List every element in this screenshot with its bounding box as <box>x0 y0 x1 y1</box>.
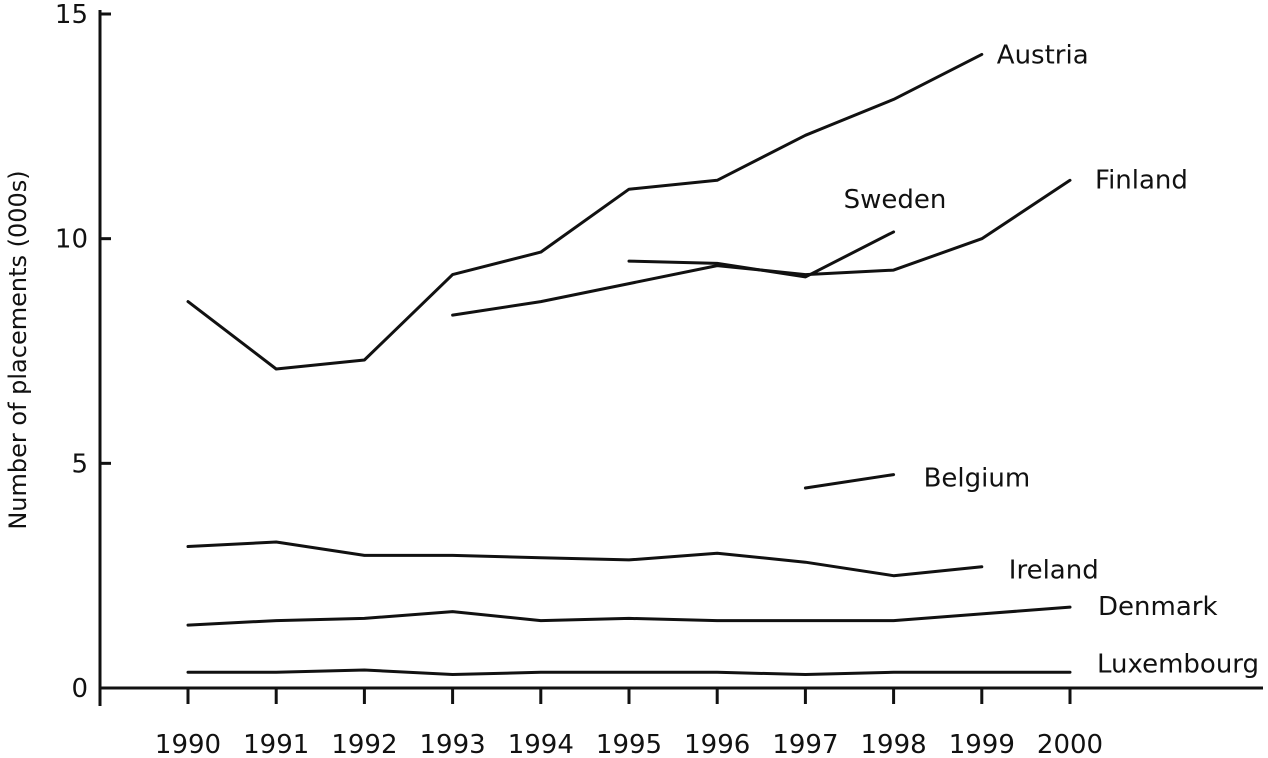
x-tick-label-1990: 1990 <box>155 730 221 758</box>
series-line-denmark <box>186 605 1072 627</box>
x-tick-label-1993: 1993 <box>420 730 486 758</box>
series-line-luxembourg <box>186 668 1072 676</box>
x-tick-label-1991: 1991 <box>243 730 309 758</box>
x-tick-label-1998: 1998 <box>861 730 927 758</box>
y-tick-label-0: 0 <box>71 674 88 704</box>
x-tick-label-1992: 1992 <box>331 730 397 758</box>
series-line-ireland <box>186 540 984 578</box>
x-tick-label-1994: 1994 <box>508 730 574 758</box>
series-label-ireland: Ireland <box>1009 556 1099 586</box>
series-label-finland: Finland <box>1095 165 1188 195</box>
series-line-belgium <box>803 473 896 490</box>
series-labels: Austria Finland Sweden Belgium Ireland Denmar… <box>844 40 1259 679</box>
x-tick-label-2000: 2000 <box>1037 730 1103 758</box>
axes <box>98 10 1263 706</box>
x-tick-label-1999: 1999 <box>949 730 1015 758</box>
series-line-sweden <box>627 230 896 279</box>
series-lines <box>186 52 1072 676</box>
series-label-austria: Austria <box>997 40 1089 70</box>
x-tick-label-1997: 1997 <box>772 730 838 758</box>
x-tick-label-1995: 1995 <box>596 730 662 758</box>
series-label-denmark: Denmark <box>1098 592 1218 622</box>
series-line-austria <box>186 52 984 371</box>
y-axis-title: Number of placements (000s) <box>4 170 32 529</box>
y-tick-label-5: 5 <box>71 449 88 479</box>
y-tick-label-15: 15 <box>55 0 88 30</box>
x-ticks: 1990 1991 1992 1993 1994 1995 1996 1997 1998 1999… <box>155 688 1103 758</box>
series-label-sweden: Sweden <box>844 185 947 215</box>
y-ticks: 0 5 10 15 <box>55 0 111 704</box>
x-tick-label-1996: 1996 <box>684 730 750 758</box>
y-tick-label-10: 10 <box>55 225 88 255</box>
series-label-belgium: Belgium <box>924 464 1031 494</box>
series-label-luxembourg: Luxembourg <box>1097 649 1259 679</box>
